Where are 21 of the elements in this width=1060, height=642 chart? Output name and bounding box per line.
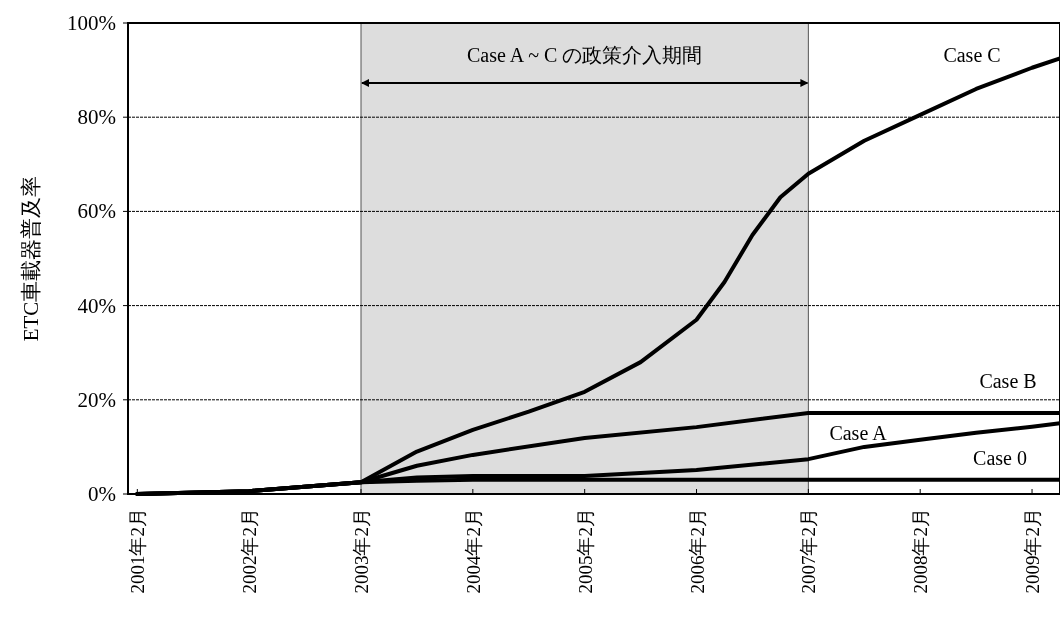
x-tick-label: 2009年2月 bbox=[1022, 508, 1044, 594]
x-tick-label: 2003年2月 bbox=[351, 508, 372, 594]
x-tick-label: 2006年2月 bbox=[686, 508, 708, 594]
y-tick-label: 20% bbox=[77, 387, 116, 412]
x-tick-label: 2007年2月 bbox=[798, 508, 820, 594]
y-tick-label: 80% bbox=[77, 105, 116, 130]
series-label: Case C bbox=[943, 44, 1001, 66]
x-tick-label: 2005年2月 bbox=[574, 508, 596, 594]
series-label: Case A bbox=[829, 422, 888, 444]
x-tick-label: 2008年2月 bbox=[910, 508, 932, 594]
y-tick-label: 40% bbox=[77, 293, 116, 318]
x-tick-label: 2004年2月 bbox=[462, 508, 484, 594]
series-label: Case B bbox=[979, 370, 1037, 392]
series-label: Case 0 bbox=[973, 447, 1027, 469]
y-tick-label: 0% bbox=[88, 482, 116, 506]
y-axis-title: ETC車載器普及率 bbox=[19, 175, 43, 342]
y-tick-label: 60% bbox=[77, 199, 116, 224]
band-label: Case A ~ C の政策介入期間 bbox=[467, 44, 703, 66]
x-tick-label: 2002年2月 bbox=[239, 508, 261, 594]
x-tick-label: 2001年2月 bbox=[127, 508, 149, 594]
y-tick-label: 100% bbox=[67, 11, 116, 35]
